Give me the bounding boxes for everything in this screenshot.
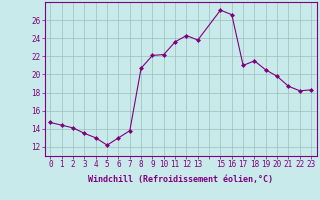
- X-axis label: Windchill (Refroidissement éolien,°C): Windchill (Refroidissement éolien,°C): [88, 175, 273, 184]
